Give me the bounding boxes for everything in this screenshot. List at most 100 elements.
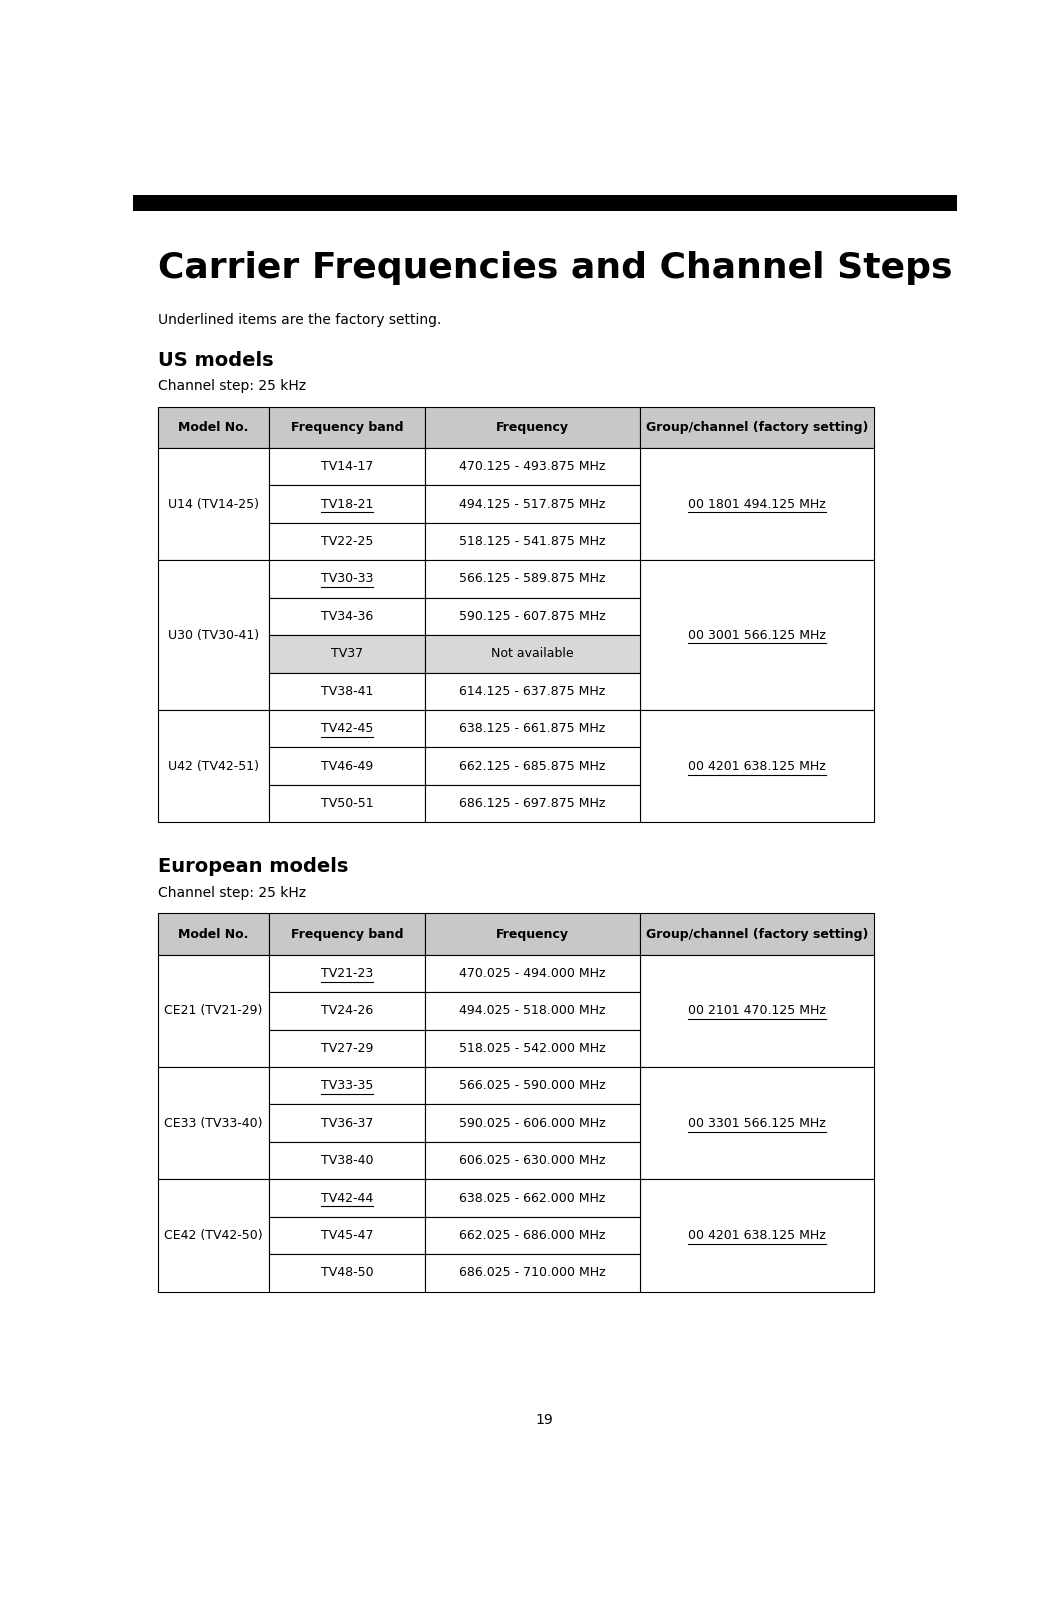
Bar [269,955,425,992]
Bar [269,598,425,635]
Bar [425,1141,640,1180]
Text: 00 3001 566.125 MHz: 00 3001 566.125 MHz [688,629,826,642]
Bar [425,785,640,822]
Text: 494.025 - 518.000 MHz: 494.025 - 518.000 MHz [459,1005,606,1018]
Bar [640,561,874,710]
Text: 662.125 - 685.875 MHz: 662.125 - 685.875 MHz [459,760,606,773]
Text: TV46-49: TV46-49 [321,760,373,773]
Bar [157,561,269,710]
Bar [425,1217,640,1255]
Text: European models: European models [157,858,348,877]
Text: 662.025 - 686.000 MHz: 662.025 - 686.000 MHz [459,1229,606,1242]
Text: Carrier Frequencies and Channel Steps: Carrier Frequencies and Channel Steps [157,251,952,285]
Bar [269,747,425,785]
Text: TV33-35: TV33-35 [321,1080,373,1093]
Bar [425,1180,640,1217]
Bar [425,485,640,524]
Bar [640,955,874,1067]
Bar [425,407,640,447]
Bar [425,1104,640,1141]
Bar [269,710,425,747]
Bar [157,914,269,955]
Bar [269,1029,425,1067]
Bar [157,407,269,447]
Bar [425,524,640,561]
Bar [425,447,640,485]
Bar [640,710,874,822]
Bar [269,1180,425,1217]
Text: U30 (TV30-41): U30 (TV30-41) [168,629,258,642]
Text: TV48-50: TV48-50 [321,1266,373,1279]
Text: 686.025 - 710.000 MHz: 686.025 - 710.000 MHz [459,1266,606,1279]
Bar [640,1067,874,1180]
Bar [425,561,640,598]
Text: 19: 19 [536,1414,554,1426]
Text: 470.125 - 493.875 MHz: 470.125 - 493.875 MHz [459,460,606,473]
Text: 518.125 - 541.875 MHz: 518.125 - 541.875 MHz [459,535,606,548]
Bar [269,1141,425,1180]
Text: Model No.: Model No. [178,927,249,940]
Text: TV30-33: TV30-33 [321,572,373,585]
Bar [269,1217,425,1255]
Text: 566.125 - 589.875 MHz: 566.125 - 589.875 MHz [459,572,606,585]
Bar [157,710,269,822]
Text: CE21 (TV21-29): CE21 (TV21-29) [164,1005,263,1018]
Text: Channel step: 25 kHz: Channel step: 25 kHz [157,887,306,900]
Bar [640,914,874,955]
Text: Underlined items are the factory setting.: Underlined items are the factory setting… [157,313,441,327]
Bar [425,992,640,1029]
Text: TV18-21: TV18-21 [321,498,373,511]
Text: 606.025 - 630.000 MHz: 606.025 - 630.000 MHz [459,1154,606,1167]
Text: TV36-37: TV36-37 [321,1117,373,1130]
Text: 566.025 - 590.000 MHz: 566.025 - 590.000 MHz [459,1080,606,1093]
Text: CE42 (TV42-50): CE42 (TV42-50) [164,1229,263,1242]
Bar [269,524,425,561]
Bar [640,447,874,561]
Text: 518.025 - 542.000 MHz: 518.025 - 542.000 MHz [459,1042,606,1055]
Bar [269,635,425,673]
Bar [425,598,640,635]
Text: TV22-25: TV22-25 [321,535,373,548]
Bar [269,1067,425,1104]
Text: 686.125 - 697.875 MHz: 686.125 - 697.875 MHz [459,798,606,810]
Bar [157,447,269,561]
Text: TV21-23: TV21-23 [321,966,373,979]
Text: U42 (TV42-51): U42 (TV42-51) [168,760,258,773]
Bar [425,914,640,955]
Text: US models: US models [157,350,273,370]
Text: Frequency band: Frequency band [291,421,403,434]
Text: TV14-17: TV14-17 [321,460,373,473]
Text: Not available: Not available [491,647,574,660]
Text: 00 1801 494.125 MHz: 00 1801 494.125 MHz [688,498,826,511]
Bar [133,195,957,211]
Text: Frequency: Frequency [496,421,569,434]
Bar [157,1067,269,1180]
Bar [269,447,425,485]
Text: 00 4201 638.125 MHz: 00 4201 638.125 MHz [688,760,826,773]
Text: TV42-44: TV42-44 [321,1191,373,1204]
Text: 00 4201 638.125 MHz: 00 4201 638.125 MHz [688,1229,826,1242]
Bar [640,1180,874,1292]
Text: U14 (TV14-25): U14 (TV14-25) [168,498,258,511]
Text: TV38-40: TV38-40 [321,1154,373,1167]
Text: TV50-51: TV50-51 [321,798,373,810]
Bar [425,955,640,992]
Text: Frequency band: Frequency band [291,927,403,940]
Text: CE33 (TV33-40): CE33 (TV33-40) [164,1117,263,1130]
Text: TV34-36: TV34-36 [321,609,373,622]
Text: Model No.: Model No. [178,421,249,434]
Text: TV45-47: TV45-47 [321,1229,373,1242]
Text: 638.025 - 662.000 MHz: 638.025 - 662.000 MHz [459,1191,606,1204]
Text: 00 2101 470.125 MHz: 00 2101 470.125 MHz [688,1005,826,1018]
Text: TV38-41: TV38-41 [321,684,373,697]
Bar [425,1255,640,1292]
Text: TV37: TV37 [331,647,364,660]
Text: 590.125 - 607.875 MHz: 590.125 - 607.875 MHz [459,609,606,622]
Bar [425,1067,640,1104]
Bar [157,955,269,1067]
Bar [269,914,425,955]
Bar [157,1180,269,1292]
Text: Frequency: Frequency [496,927,569,940]
Bar [269,1255,425,1292]
Text: Group/channel (factory setting): Group/channel (factory setting) [645,927,868,940]
